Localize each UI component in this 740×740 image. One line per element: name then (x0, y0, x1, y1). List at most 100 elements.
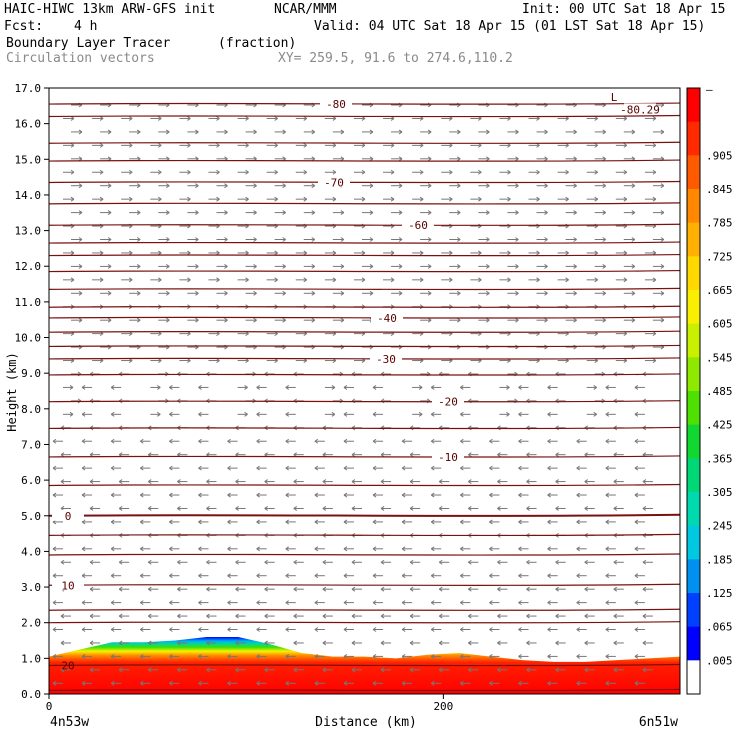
circulation-vector-head (390, 196, 395, 202)
circulation-vector-head (456, 156, 461, 162)
circulation-vector-head (187, 116, 191, 121)
circulation-vector-head (253, 290, 257, 296)
circulation-vector-head (613, 559, 618, 565)
circulation-vector-head (401, 627, 406, 632)
circulation-vector-head (148, 586, 152, 592)
circulation-vector-head (605, 680, 610, 686)
circulation-vector-head (256, 653, 260, 659)
circulation-vector-head (322, 640, 327, 646)
colorbar-swatch (687, 155, 700, 190)
temperature-contour-line (49, 180, 680, 184)
circulation-vector-head (332, 277, 337, 283)
circulation-vector-head (634, 573, 639, 579)
circulation-vector-head (52, 680, 57, 686)
y-tick-label: 17.0 (15, 82, 42, 95)
circulation-vector-head (52, 465, 57, 471)
y-tick-label: 9.0 (21, 367, 41, 380)
circulation-vector-head (613, 506, 618, 511)
colorbar-swatch (687, 660, 700, 695)
circulation-vector-head (158, 196, 162, 202)
circulation-vector-head (198, 385, 202, 390)
circulation-vector-head (515, 156, 519, 162)
circulation-vector-head (244, 385, 248, 390)
circulation-vector-head (256, 519, 260, 525)
circulation-vector-head (198, 600, 202, 606)
circulation-vector-head (438, 559, 443, 565)
forecast-value: 4 h (74, 19, 98, 34)
circulation-vector-head (264, 667, 268, 673)
circulation-vector-head (128, 169, 133, 175)
temperature-contour-line (49, 330, 680, 333)
circulation-vector-head (195, 317, 199, 323)
y-tick-label: 6.0 (21, 474, 41, 487)
colorbar-swatch (687, 189, 700, 224)
circulation-vector-head (81, 411, 86, 417)
circulation-vector-head (285, 653, 290, 659)
circulation-vector-head (584, 667, 588, 673)
circulation-vector-head (244, 411, 248, 417)
circulation-vector-head (660, 290, 665, 296)
temperature-contour-line (49, 513, 680, 517)
circulation-vector-head (427, 237, 432, 242)
circulation-vector-head (372, 492, 377, 498)
circulation-vector-head (340, 237, 345, 242)
circulation-vector-head (140, 465, 144, 471)
circulation-vector-head (177, 479, 181, 484)
circulation-vector-head (518, 600, 522, 606)
temperature-contour-line (49, 141, 680, 145)
circulation-vector-head (351, 640, 356, 646)
colorbar-swatch (687, 357, 700, 392)
circulation-vector-head (303, 142, 308, 148)
circulation-vector-head (478, 277, 482, 283)
contour-label: -80 (326, 98, 346, 111)
circulation-vector-head (555, 667, 559, 673)
circulation-vector-head (573, 237, 577, 242)
circulation-vector-head (547, 492, 551, 498)
y-tick-label: 3.0 (21, 581, 41, 594)
circulation-vector-head (227, 465, 231, 471)
circulation-vector-head (187, 277, 191, 283)
circulation-vector-head (497, 479, 501, 484)
circulation-vector-head (177, 640, 181, 646)
circulation-vector-head (605, 465, 610, 471)
circulation-vector-head (128, 116, 133, 121)
circulation-vector-head (169, 438, 173, 444)
circulation-vector-head (224, 263, 228, 269)
circulation-vector-head (613, 640, 618, 646)
circulation-vector-head (227, 438, 231, 444)
circulation-vector-head (602, 317, 606, 323)
circulation-vector-head (311, 317, 316, 323)
circulation-vector-head (660, 210, 665, 216)
circulation-vector-head (343, 546, 348, 552)
circulation-vector-head (245, 196, 249, 202)
circulation-vector-head (136, 210, 141, 216)
circulation-vector-head (497, 452, 501, 458)
circulation-vector-head (456, 290, 461, 296)
circulation-vector-head (593, 411, 597, 417)
circulation-vector-head (282, 237, 286, 242)
colorbar-label: .185 (706, 553, 733, 566)
circulation-vector-head (660, 129, 665, 135)
circulation-vector-head (547, 680, 551, 686)
circulation-vector-head (448, 250, 453, 256)
circulation-vector-head (430, 438, 435, 444)
circulation-vector-head (110, 519, 115, 525)
circulation-vector-head (497, 559, 501, 565)
colorbar-swatch (687, 121, 700, 156)
circulation-vector-head (427, 290, 432, 296)
circulation-vector-head (303, 250, 308, 256)
circulation-vector-head (489, 465, 493, 471)
x-left-location: 4n53w (50, 715, 89, 730)
circulation-vector-head (81, 438, 86, 444)
circulation-vector-head (398, 210, 403, 216)
circulation-vector-head (169, 385, 173, 390)
circulation-vector-head (107, 317, 112, 323)
circulation-vector-head (361, 196, 366, 202)
circulation-vector-head (343, 653, 348, 659)
circulation-vector-head (486, 210, 490, 216)
circulation-vector-head (187, 142, 191, 148)
circulation-vector-head (245, 277, 249, 283)
circulation-vector-head (332, 142, 337, 148)
circulation-vector-head (157, 411, 161, 417)
circulation-vector-head (81, 600, 86, 606)
